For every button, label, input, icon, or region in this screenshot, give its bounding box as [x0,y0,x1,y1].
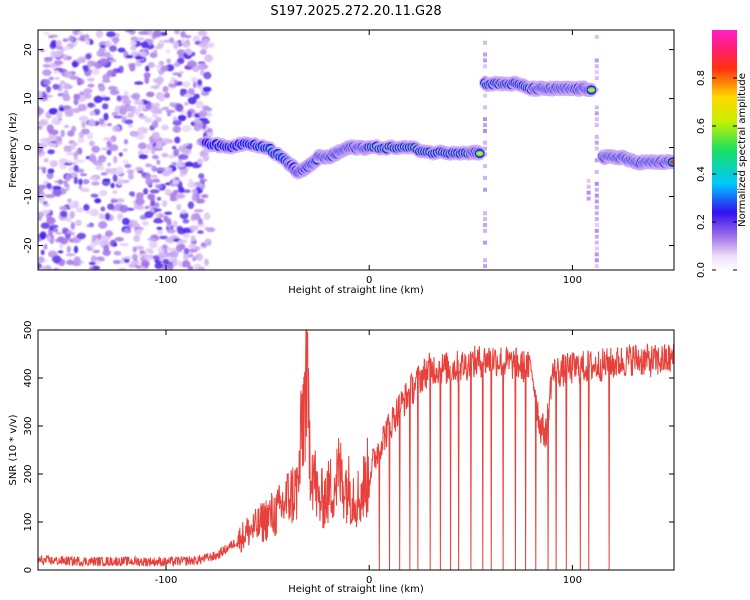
x-tick-label: 0 [366,575,372,586]
spectrogram-y-label: Frequency (Hz) [8,112,19,188]
colorbar: 0.0 0.2 0.4 0.6 0.8 Normalized spectral ampl… [696,30,748,278]
colorbar-tick-label: 0.4 [696,166,707,182]
figure-title: S197.2025.272.20.11.G28 [270,4,441,19]
colorbar-tick-label: 0.2 [696,214,707,230]
x-tick-label: 0 [366,275,372,286]
ridge-segment-0 [200,135,486,180]
y-tick-label: 500 [23,320,34,339]
colorbar-tick-label: 0.8 [696,70,707,86]
colorbar-ticks: 0.0 0.2 0.4 0.6 0.8 [696,70,737,278]
y-tick-label: 100 [23,512,34,531]
colorbar-label: Normalized spectral amplitude [737,73,748,227]
spectrogram-heatmap [38,30,674,270]
colorbar-gradient [712,30,737,270]
y-tick-label: 200 [23,464,34,483]
x-tick-label: 100 [563,575,582,586]
snr-frame [37,329,675,571]
y-tick-label: 400 [23,368,34,387]
colorbar-tick-label: 0.0 [696,262,707,278]
ridge-segment-1 [479,75,598,98]
ridge-halo [483,34,599,269]
noise-speckle [38,30,216,270]
y-tick-label: 0 [23,144,34,150]
snr-y-label: SNR (10 * v/v) [8,414,19,485]
y-tick-label: -10 [23,188,34,204]
snr-x-axis: -100 0 100 [155,330,582,586]
spectrogram-frame [37,29,675,271]
y-tick-label: 20 [23,43,34,56]
x-tick-label: -100 [155,575,178,586]
ridge-segments [200,75,674,180]
ridge-segment-2 [596,148,674,171]
x-tick-label: 100 [563,275,582,286]
y-tick-label: -20 [23,237,34,253]
y-tick-label: 10 [23,92,34,105]
y-tick-label: 300 [23,416,34,435]
spectrogram-x-label: Height of straight line (km) [288,285,424,296]
x-tick-label: -100 [155,275,178,286]
colorbar-tick-label: 0.6 [696,118,707,134]
snr-y-axis: 0 100 200 300 400 500 [23,320,674,573]
snr-series-line [38,330,674,570]
snr-panel: -100 0 100 0 100 200 300 400 500 Height of stra… [8,320,675,595]
spectrogram-x-axis: -100 0 100 [155,30,582,286]
spectrogram-y-axis: -20 -10 0 10 20 [23,43,674,254]
y-tick-label: 0 [23,567,34,573]
snr-x-label: Height of straight line (km) [288,584,424,595]
